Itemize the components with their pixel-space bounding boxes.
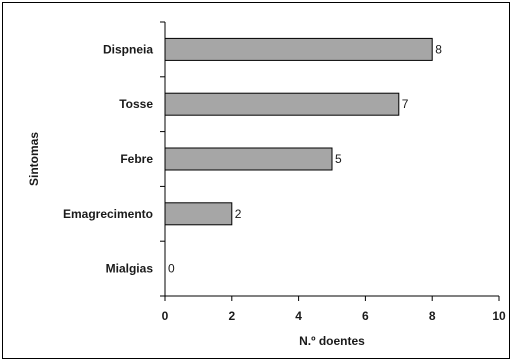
x-tick-label: 10 (492, 309, 506, 323)
data-label: 7 (402, 97, 409, 111)
chart-frame (2, 2, 510, 359)
x-tick-label: 8 (429, 309, 436, 323)
bar-dispneia (164, 37, 433, 61)
category-label: Tosse (119, 97, 153, 111)
category-label: Emagrecimento (63, 207, 153, 221)
category-label: Febre (120, 152, 153, 166)
bar-emagrecimento (164, 202, 233, 226)
y-axis-title: Sintomas (27, 132, 41, 186)
bar-febre (164, 147, 333, 171)
category-label: Dispneia (103, 42, 153, 56)
category-label: Mialgias (106, 262, 154, 276)
bar-tosse (164, 92, 400, 116)
x-tick-label: 6 (362, 309, 369, 323)
x-tick-label: 2 (228, 309, 235, 323)
x-axis-title: N.º doentes (299, 334, 365, 348)
x-tick-label: 0 (162, 309, 169, 323)
x-tick-label: 4 (295, 309, 302, 323)
data-label: 2 (235, 207, 242, 221)
data-label: 8 (435, 42, 442, 56)
data-label: 0 (168, 262, 175, 276)
data-label: 5 (335, 152, 342, 166)
